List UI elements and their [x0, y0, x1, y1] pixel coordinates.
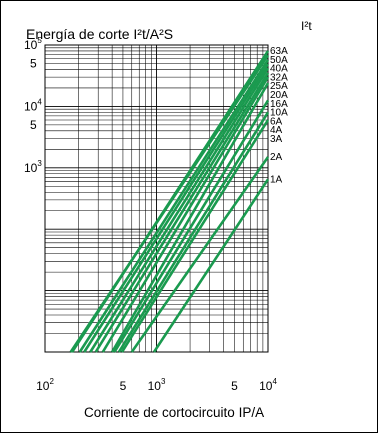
series-label: 25A	[270, 81, 288, 92]
series-label: 2A	[270, 152, 283, 163]
series-label: 63A	[270, 46, 288, 57]
corner-label: I²t	[301, 19, 312, 33]
series-line	[69, 54, 270, 353]
series-label: 10A	[270, 108, 288, 119]
series-line	[111, 82, 270, 353]
series-label: 20A	[270, 90, 288, 101]
y-tick-label: 5	[30, 56, 37, 70]
series-line	[120, 119, 270, 353]
y-tick-label: 105	[24, 36, 42, 52]
series-line	[152, 178, 270, 353]
x-tick-label: 5	[231, 379, 238, 393]
x-tick-label: 103	[148, 377, 166, 393]
series-line	[78, 59, 270, 353]
series-line	[130, 156, 270, 353]
series-label: 40A	[270, 64, 288, 75]
series-line	[113, 99, 270, 353]
series-line	[94, 72, 270, 353]
series-label: 3A	[270, 134, 283, 145]
grid	[45, 45, 268, 352]
series-line	[89, 67, 270, 353]
series-label: 50A	[270, 55, 288, 66]
series-label: 16A	[270, 99, 288, 110]
y-tick-label: 5	[30, 118, 37, 132]
y-tick-label: 104	[24, 97, 42, 113]
x-tick-label: 5	[120, 379, 127, 393]
series-label: 1A	[270, 174, 283, 185]
series-line	[117, 111, 270, 353]
series-group	[69, 50, 270, 353]
series-line	[101, 76, 270, 353]
series-label: 4A	[270, 125, 283, 136]
series-label: 6A	[270, 116, 283, 127]
y-tick-label: 103	[24, 159, 42, 175]
x-axis-label: Corriente de cortocircuito IP/A	[84, 405, 264, 420]
series-line	[83, 63, 270, 353]
x-tick-label: 104	[259, 377, 277, 393]
chart-title: Energía de corte I²t/A²S	[26, 26, 173, 42]
series-label: 32A	[270, 72, 288, 83]
x-tick-label: 102	[36, 377, 54, 393]
